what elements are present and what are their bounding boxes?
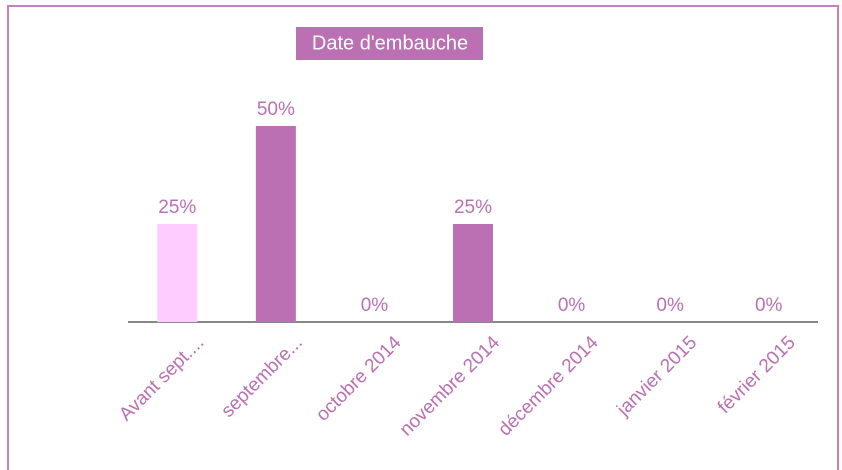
- x-tick-label: décembre 2014: [494, 332, 603, 441]
- value-label: 25%: [454, 197, 492, 218]
- bar: [453, 224, 493, 322]
- bar: [157, 224, 198, 322]
- x-tick-label: février 2015: [714, 332, 800, 418]
- bar: [255, 126, 296, 322]
- chart-title: Date d'embauche: [312, 32, 468, 54]
- value-label: 50%: [257, 99, 295, 120]
- title-box: [296, 27, 483, 60]
- value-label: 0%: [558, 295, 586, 316]
- value-label: 0%: [361, 295, 389, 316]
- value-label: 0%: [755, 295, 783, 316]
- x-tick-label: janvier 2015: [612, 332, 701, 421]
- x-tick-label: septembre...: [217, 332, 307, 422]
- frame: [7, 5, 839, 470]
- x-tick-label: novembre 2014: [396, 332, 505, 441]
- value-label: 25%: [158, 197, 196, 218]
- value-label: 0%: [656, 295, 684, 316]
- x-tick-label: Avant sept....: [115, 332, 208, 425]
- x-tick-label: octobre 2014: [312, 332, 406, 426]
